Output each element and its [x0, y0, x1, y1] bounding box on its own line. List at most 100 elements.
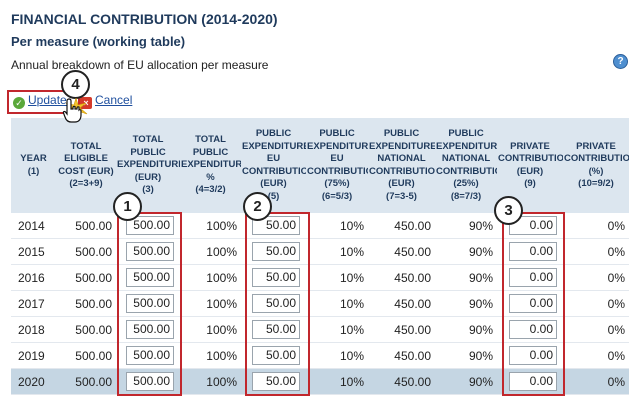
cell-total_eligible: 500.00 [56, 264, 116, 291]
section-subtitle: Per measure (working table) [11, 34, 186, 49]
column-header-7: PUBLIC EXPENDITURE NATIONAL CONTRIBUTION… [435, 118, 497, 213]
update-highlight-box [7, 90, 80, 114]
total-public-input[interactable]: 500.00 [126, 268, 174, 287]
cell-year: 2017 [11, 290, 56, 317]
cell-eu_pct: 10% [306, 264, 368, 291]
column-header-label: TOTAL PUBLIC EXPENDITURE % [181, 134, 241, 183]
check-icon: ✓ [13, 97, 25, 109]
eu-contribution-input[interactable]: 50.00 [252, 372, 300, 391]
cell-nat_pct: 90% [435, 342, 497, 369]
help-icon[interactable]: ? [613, 54, 628, 69]
column-header-4: PUBLIC EXPENDITURE EU CONTRIBUTION (EUR)… [241, 118, 306, 213]
private-contribution-highlight-box [502, 212, 565, 396]
cell-total_eligible: 500.00 [56, 342, 116, 369]
column-header-formula: (6=5/3) [321, 190, 353, 202]
cell-private_pct: 0% [563, 290, 629, 317]
private-contribution-input[interactable]: 0.00 [509, 294, 557, 313]
cell-nat_contrib: 450.00 [368, 213, 435, 239]
column-header-label: PRIVATE CONTRIBUTION (EUR) [498, 140, 563, 177]
update-link[interactable]: Update [28, 93, 67, 107]
total-public-input[interactable]: 500.00 [126, 320, 174, 339]
column-header-0: YEAR (1) [11, 118, 56, 213]
cell-year: 2019 [11, 342, 56, 369]
column-header-label: PUBLIC EXPENDITURE EU CONTRIBUTION (EUR) [242, 128, 306, 189]
table-header-row: YEAR (1) TOTAL ELIGIBLE COST (EUR) (2=3+9) T… [11, 118, 629, 213]
table-row: 2018 500.00 500.00 100% 50.00 10% 450.00 90% 0.0… [11, 316, 629, 343]
column-header-formula: (7=3-5) [386, 190, 417, 202]
cell-nat_contrib: 450.00 [368, 264, 435, 291]
cell-eu_pct: 10% [306, 290, 368, 317]
callout-4: 4 [61, 70, 90, 99]
cell-eu_contrib: 50.00 [241, 290, 306, 317]
click-spark-icon [64, 98, 88, 118]
cell-year: 2015 [11, 238, 56, 265]
cell-total_eligible: 500.00 [56, 368, 116, 395]
private-contribution-input[interactable]: 0.00 [509, 372, 557, 391]
cell-private_pct: 0% [563, 316, 629, 343]
cell-nat_contrib: 450.00 [368, 290, 435, 317]
cell-nat_contrib: 450.00 [368, 368, 435, 395]
cell-total_public: 500.00 [116, 368, 180, 395]
cell-total_public_pct: 100% [180, 342, 241, 369]
cell-private_pct: 0% [563, 213, 629, 239]
eu-contribution-input[interactable]: 50.00 [252, 216, 300, 235]
cell-private_pct: 0% [563, 342, 629, 369]
column-header-formula: (5) [267, 190, 280, 202]
total-public-input[interactable]: 500.00 [126, 372, 174, 391]
cell-total_public: 500.00 [116, 342, 180, 369]
cell-private_pct: 0% [563, 368, 629, 395]
column-header-label: PUBLIC EXPENDITURE NATIONAL CONTRIBUTION… [436, 128, 497, 189]
cell-year: 2020 [11, 368, 56, 395]
column-header-label: PRIVATE CONTRIBUTION (%) [564, 140, 629, 177]
total-public-input[interactable]: 500.00 [126, 294, 174, 313]
cell-nat_pct: 90% [435, 238, 497, 265]
table-row: 2017 500.00 500.00 100% 50.00 10% 450.00 90% 0.0… [11, 290, 629, 317]
cell-eu_pct: 10% [306, 238, 368, 265]
cell-eu_pct: 10% [306, 342, 368, 369]
private-contribution-input[interactable]: 0.00 [509, 320, 557, 339]
cell-year: 2014 [11, 213, 56, 239]
cell-nat_pct: 90% [435, 264, 497, 291]
callout-1: 1 [113, 192, 142, 221]
column-header-label: TOTAL ELIGIBLE COST (EUR) [58, 140, 114, 177]
cell-eu_contrib: 50.00 [241, 264, 306, 291]
contribution-table: YEAR (1) TOTAL ELIGIBLE COST (EUR) (2=3+9) T… [11, 118, 629, 395]
total-public-input[interactable]: 500.00 [126, 346, 174, 365]
cell-total_eligible: 500.00 [56, 290, 116, 317]
cell-nat_pct: 90% [435, 290, 497, 317]
eu-contribution-input[interactable]: 50.00 [252, 268, 300, 287]
table-row: 2019 500.00 500.00 100% 50.00 10% 450.00 90% 0.0… [11, 342, 629, 369]
eu-contribution-input[interactable]: 50.00 [252, 320, 300, 339]
private-contribution-input[interactable]: 0.00 [509, 346, 557, 365]
cell-eu_pct: 10% [306, 368, 368, 395]
cell-total_eligible: 500.00 [56, 316, 116, 343]
page-title: FINANCIAL CONTRIBUTION (2014-2020) [11, 11, 278, 27]
hand-cursor-icon [62, 98, 82, 123]
cell-nat_contrib: 450.00 [368, 316, 435, 343]
cancel-link[interactable]: Cancel [95, 93, 133, 107]
cell-private_contrib: 0.00 [497, 213, 563, 239]
cell-eu_contrib: 50.00 [241, 238, 306, 265]
cell-eu_contrib: 50.00 [241, 368, 306, 395]
total-public-input[interactable]: 500.00 [126, 242, 174, 261]
private-contribution-input[interactable]: 0.00 [509, 242, 557, 261]
eu-contribution-highlight-box [245, 212, 310, 396]
eu-contribution-input[interactable]: 50.00 [252, 242, 300, 261]
column-header-5: PUBLIC EXPENDITURE EU CONTRIBUTION (75%)… [306, 118, 368, 213]
cell-total_public_pct: 100% [180, 264, 241, 291]
cell-nat_contrib: 450.00 [368, 238, 435, 265]
callout-2: 2 [243, 192, 272, 221]
private-contribution-input[interactable]: 0.00 [509, 216, 557, 235]
total-public-input[interactable]: 500.00 [126, 216, 174, 235]
cell-eu_contrib: 50.00 [241, 342, 306, 369]
cell-nat_contrib: 450.00 [368, 342, 435, 369]
column-header-formula: (1) [27, 165, 40, 177]
total-public-highlight-box [117, 212, 182, 396]
cell-total_public: 500.00 [116, 316, 180, 343]
eu-contribution-input[interactable]: 50.00 [252, 294, 300, 313]
update-button[interactable]: ✓ Update [13, 93, 67, 109]
cell-total_eligible: 500.00 [56, 213, 116, 239]
column-header-formula: (2=3+9) [69, 178, 103, 189]
private-contribution-input[interactable]: 0.00 [509, 268, 557, 287]
eu-contribution-input[interactable]: 50.00 [252, 346, 300, 365]
